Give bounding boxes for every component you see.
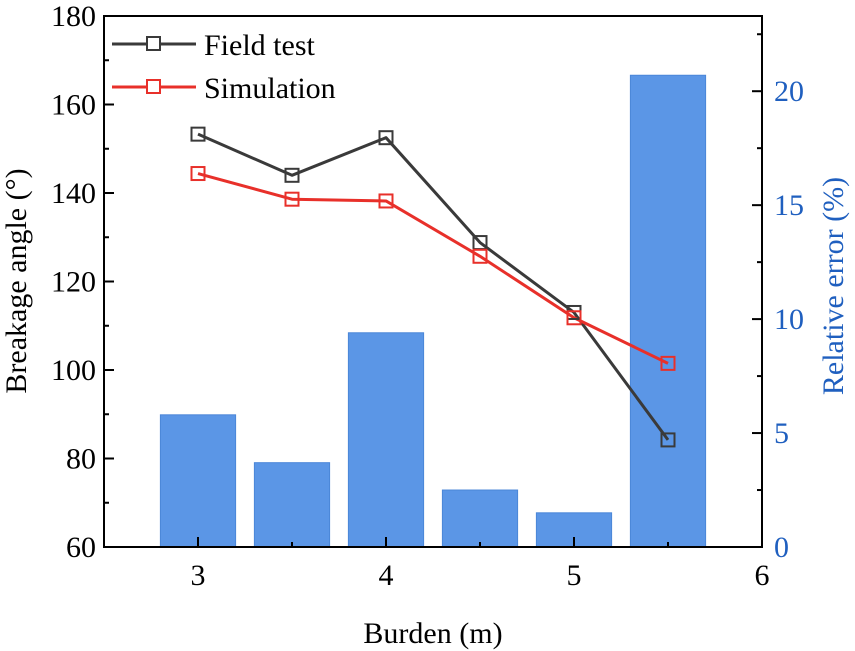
point-field-test-5 bbox=[660, 432, 676, 448]
x-tick-label-5: 5 bbox=[567, 559, 582, 592]
y-right-tick-label-5: 5 bbox=[774, 417, 789, 450]
y-left-tick-label-80: 80 bbox=[66, 443, 96, 476]
ticks-layer: 3 4 5 6 60 80 100 120 140 160 180 0 5 10 15 20 bbox=[51, 0, 804, 592]
y-right-tick-label-0: 0 bbox=[774, 531, 789, 564]
bar-relative-error-0 bbox=[159, 414, 237, 548]
y-right-axis-title: Relative error (%) bbox=[817, 177, 850, 395]
y-left-tick-label-180: 180 bbox=[51, 0, 96, 33]
point-simulation-1 bbox=[284, 191, 300, 207]
y-right-tick-label-10: 10 bbox=[774, 303, 804, 336]
series-line-field-test bbox=[197, 132, 670, 441]
lines-layer bbox=[190, 126, 676, 448]
point-field-test-0 bbox=[190, 126, 206, 142]
x-axis-title: Burden (m) bbox=[363, 617, 502, 650]
legend-label-field-test: Field test bbox=[204, 29, 315, 62]
y-left-tick-label-140: 140 bbox=[51, 177, 96, 210]
point-simulation-4 bbox=[566, 310, 582, 326]
y-left-axis-title: Breakage angle (°) bbox=[0, 168, 33, 393]
point-simulation-2 bbox=[378, 193, 394, 209]
bar-relative-error-1 bbox=[253, 462, 331, 548]
point-simulation-0 bbox=[190, 166, 206, 182]
legend-marker-field-test bbox=[146, 36, 161, 51]
point-simulation-3 bbox=[472, 248, 488, 264]
bar-relative-error-3 bbox=[441, 489, 519, 548]
bar-relative-error-5 bbox=[629, 74, 707, 548]
y-right-tick-label-20: 20 bbox=[774, 75, 804, 108]
point-simulation-5 bbox=[660, 355, 676, 371]
bar-relative-error-2 bbox=[347, 332, 425, 548]
series-line-simulation bbox=[197, 172, 669, 365]
point-field-test-1 bbox=[284, 167, 300, 183]
point-field-test-2 bbox=[378, 130, 394, 146]
legend-marker-simulation bbox=[146, 79, 161, 94]
y-right-tick-label-15: 15 bbox=[774, 189, 804, 222]
bars-layer bbox=[159, 74, 707, 548]
legend-label-simulation: Simulation bbox=[204, 72, 336, 105]
x-tick-label-4: 4 bbox=[379, 559, 394, 592]
x-tick-label-6: 6 bbox=[755, 559, 770, 592]
legend: Field test Simulation bbox=[112, 29, 336, 105]
y-left-tick-label-60: 60 bbox=[66, 531, 96, 564]
y-left-tick-label-120: 120 bbox=[51, 266, 96, 299]
x-tick-label-3: 3 bbox=[191, 559, 206, 592]
y-left-tick-label-160: 160 bbox=[51, 89, 96, 122]
y-left-tick-label-100: 100 bbox=[51, 354, 96, 387]
